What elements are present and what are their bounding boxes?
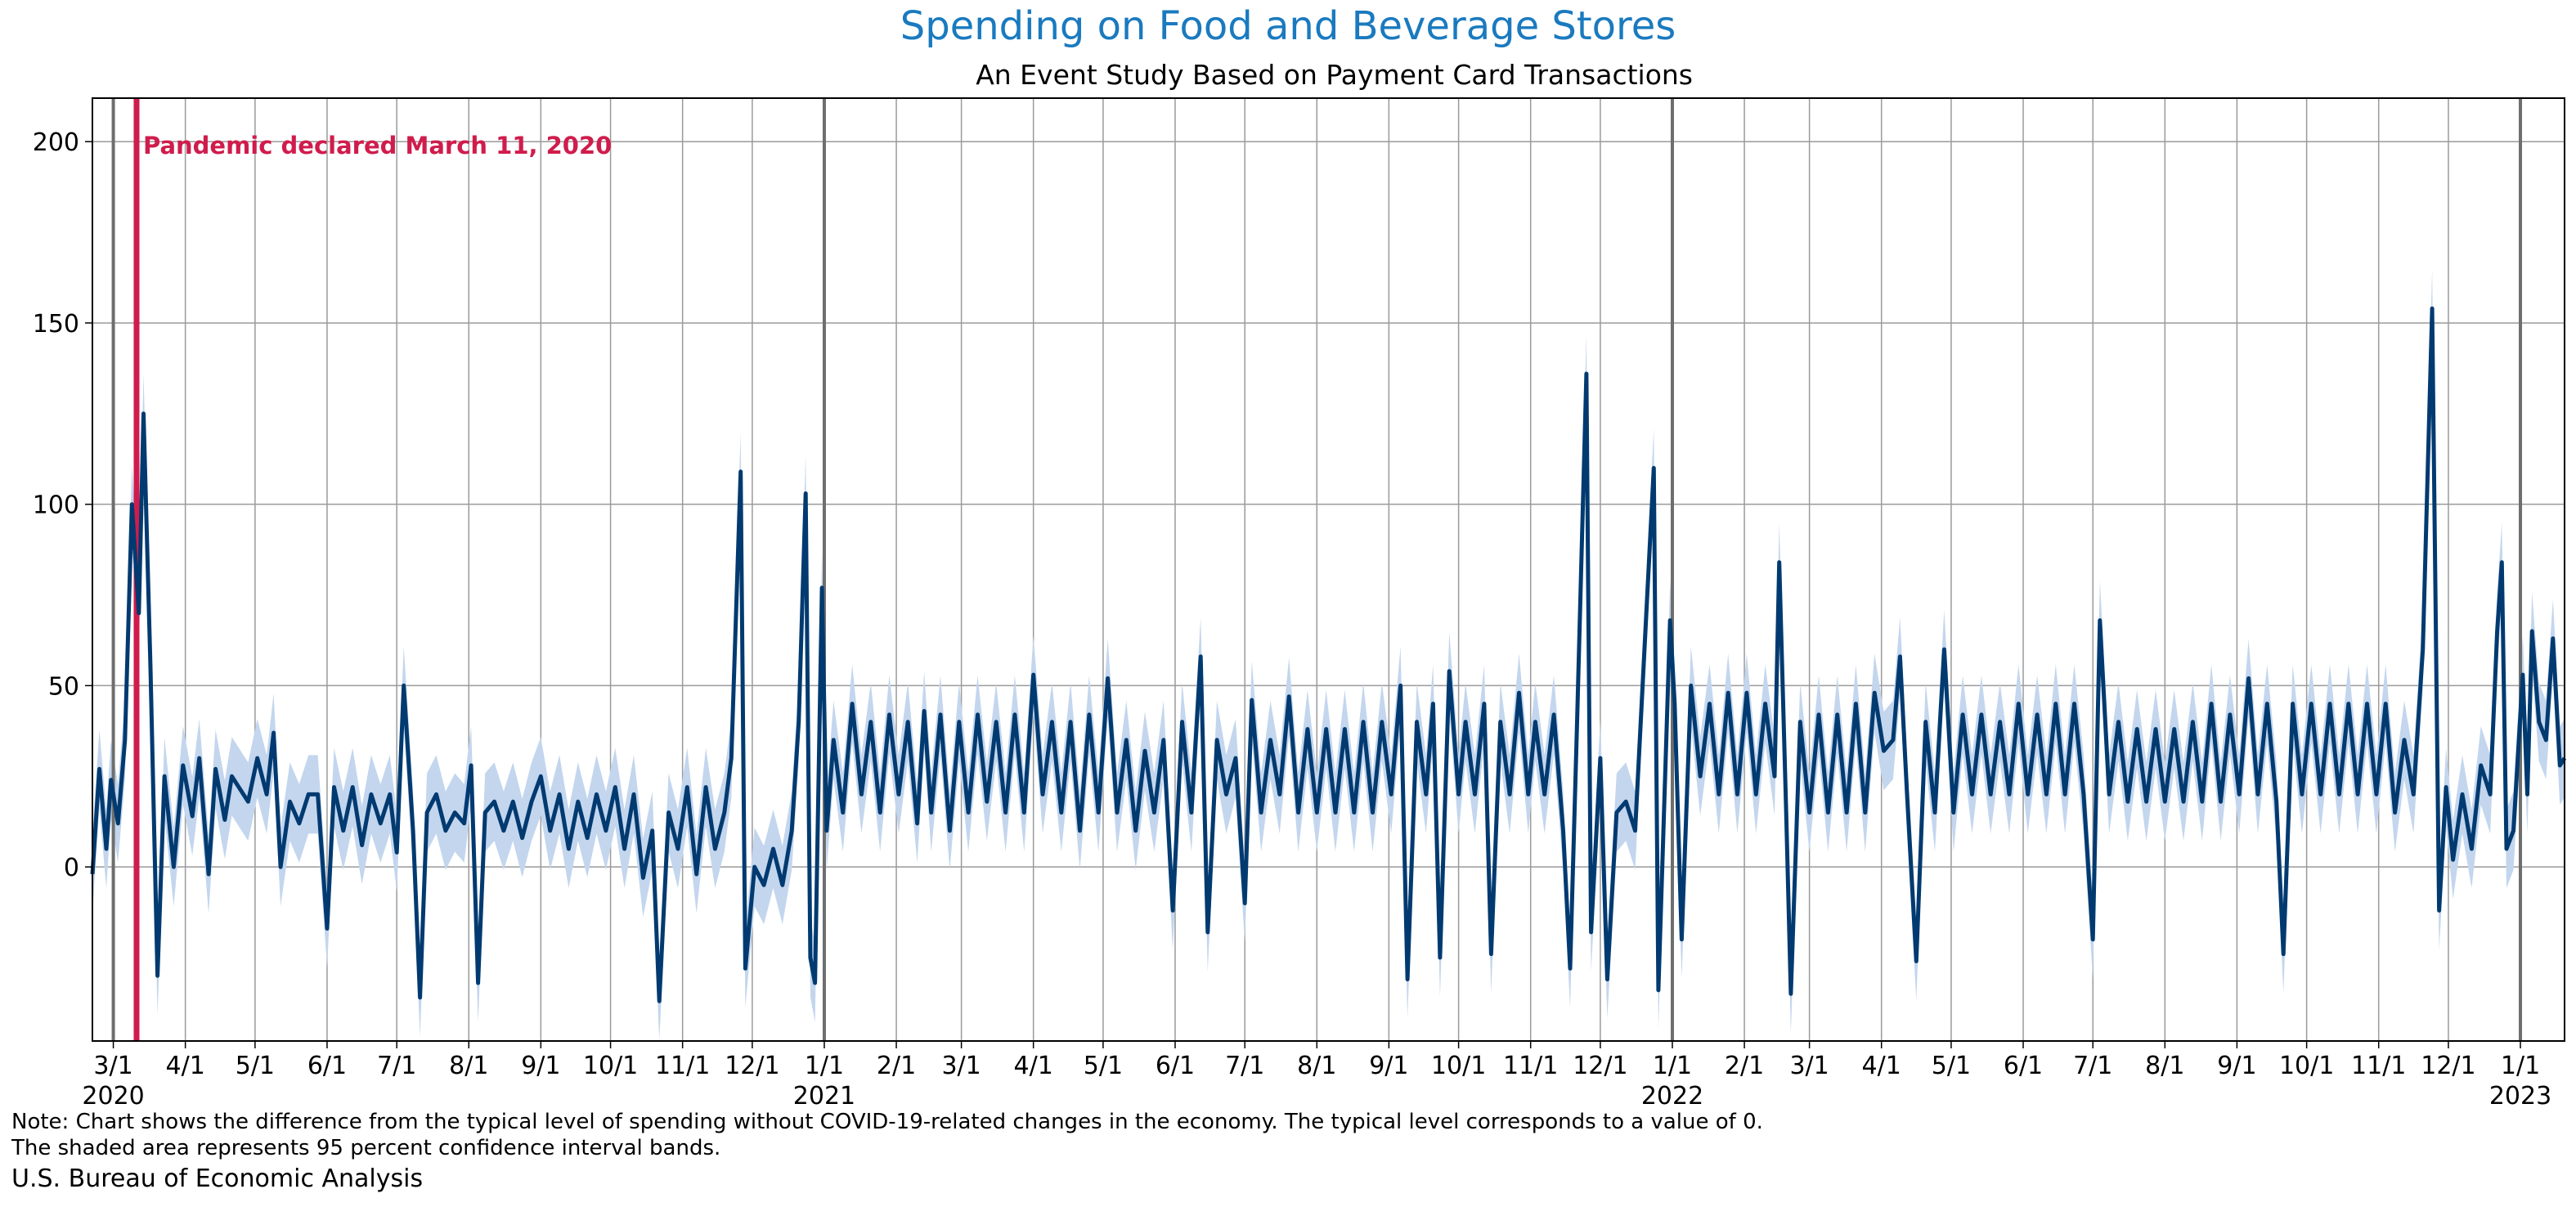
x-tick-label: 11/1: [1503, 1052, 1558, 1080]
y-tick-label: 150: [33, 310, 79, 339]
plot-frame: [92, 97, 2565, 1042]
x-tick-label: 10/1: [2279, 1052, 2334, 1080]
y-tick-label: 0: [64, 854, 79, 882]
x-tick-label: 5/1: [236, 1052, 275, 1080]
x-tick-label: 5/1: [1084, 1052, 1123, 1080]
x-tick-label: 7/1: [1225, 1052, 1264, 1080]
x-tick-label: 9/1: [1369, 1052, 1408, 1080]
x-tick-label: 9/1: [2217, 1052, 2256, 1080]
x-tick-label: 4/1: [1862, 1052, 1901, 1080]
x-tick-label: 5/1: [1932, 1052, 1971, 1080]
y-tick-label: 50: [48, 672, 79, 701]
year-lines: [111, 98, 2523, 1041]
x-tick-label: 12/1: [1573, 1052, 1627, 1080]
chart-subtitle: An Event Study Based on Payment Card Tra…: [976, 59, 1693, 91]
x-tick-label: 11/1: [655, 1052, 710, 1080]
confidence-band: [92, 269, 2565, 1041]
x-year-label: 2022: [1641, 1082, 1703, 1111]
x-year-label: 2023: [2489, 1082, 2551, 1111]
x-tick-label: 4/1: [1014, 1052, 1053, 1080]
chart-title: Spending on Food and Beverage Stores: [900, 3, 1676, 49]
x-tick-label: 12/1: [725, 1052, 779, 1080]
note-line-1: Note: Chart shows the difference from th…: [11, 1110, 1763, 1134]
x-tick-label: 12/1: [2421, 1052, 2475, 1080]
x-tick-label: 4/1: [166, 1052, 205, 1080]
x-tick-label: 7/1: [2073, 1052, 2112, 1080]
x-tick-label: 8/1: [1297, 1052, 1336, 1080]
note-line-2: The shaded area represents 95 percent co…: [11, 1136, 721, 1160]
x-year-label: 2020: [82, 1082, 144, 1111]
x-tick-label: 3/1: [941, 1052, 981, 1080]
x-tick-label: 6/1: [2004, 1052, 2043, 1080]
event-label: Pandemic declared March 11, 2020: [143, 132, 612, 159]
x-tick-label: 1/1: [1653, 1052, 1692, 1080]
x-tick-label: 10/1: [1431, 1052, 1486, 1080]
x-tick-label: 1/1: [805, 1052, 844, 1080]
x-tick-label: 10/1: [583, 1052, 638, 1080]
x-tick-label: 6/1: [307, 1052, 347, 1080]
chart-note: Note: Chart shows the difference from th…: [11, 1109, 1763, 1161]
x-tick-label: 3/1: [93, 1052, 132, 1080]
grid-lines: [92, 98, 2565, 1041]
y-axis: 0 50 100 150 200: [33, 128, 92, 882]
x-tick-label: 6/1: [1156, 1052, 1195, 1080]
x-tick-label: 3/1: [1789, 1052, 1829, 1080]
source-credit: U.S. Bureau of Economic Analysis: [11, 1164, 424, 1193]
x-tick-label: 2/1: [1725, 1052, 1764, 1080]
x-tick-label: 1/1: [2501, 1052, 2540, 1080]
x-tick-label: 9/1: [521, 1052, 560, 1080]
y-tick-label: 200: [33, 128, 79, 157]
x-tick-label: 8/1: [449, 1052, 488, 1080]
x-tick-label: 7/1: [377, 1052, 416, 1080]
x-tick-label: 11/1: [2351, 1052, 2406, 1080]
x-tick-label: 2/1: [877, 1052, 916, 1080]
y-tick-label: 100: [33, 491, 79, 520]
x-year-label: 2021: [793, 1082, 855, 1111]
x-tick-label: 8/1: [2145, 1052, 2184, 1080]
series-line: [90, 306, 2567, 1003]
